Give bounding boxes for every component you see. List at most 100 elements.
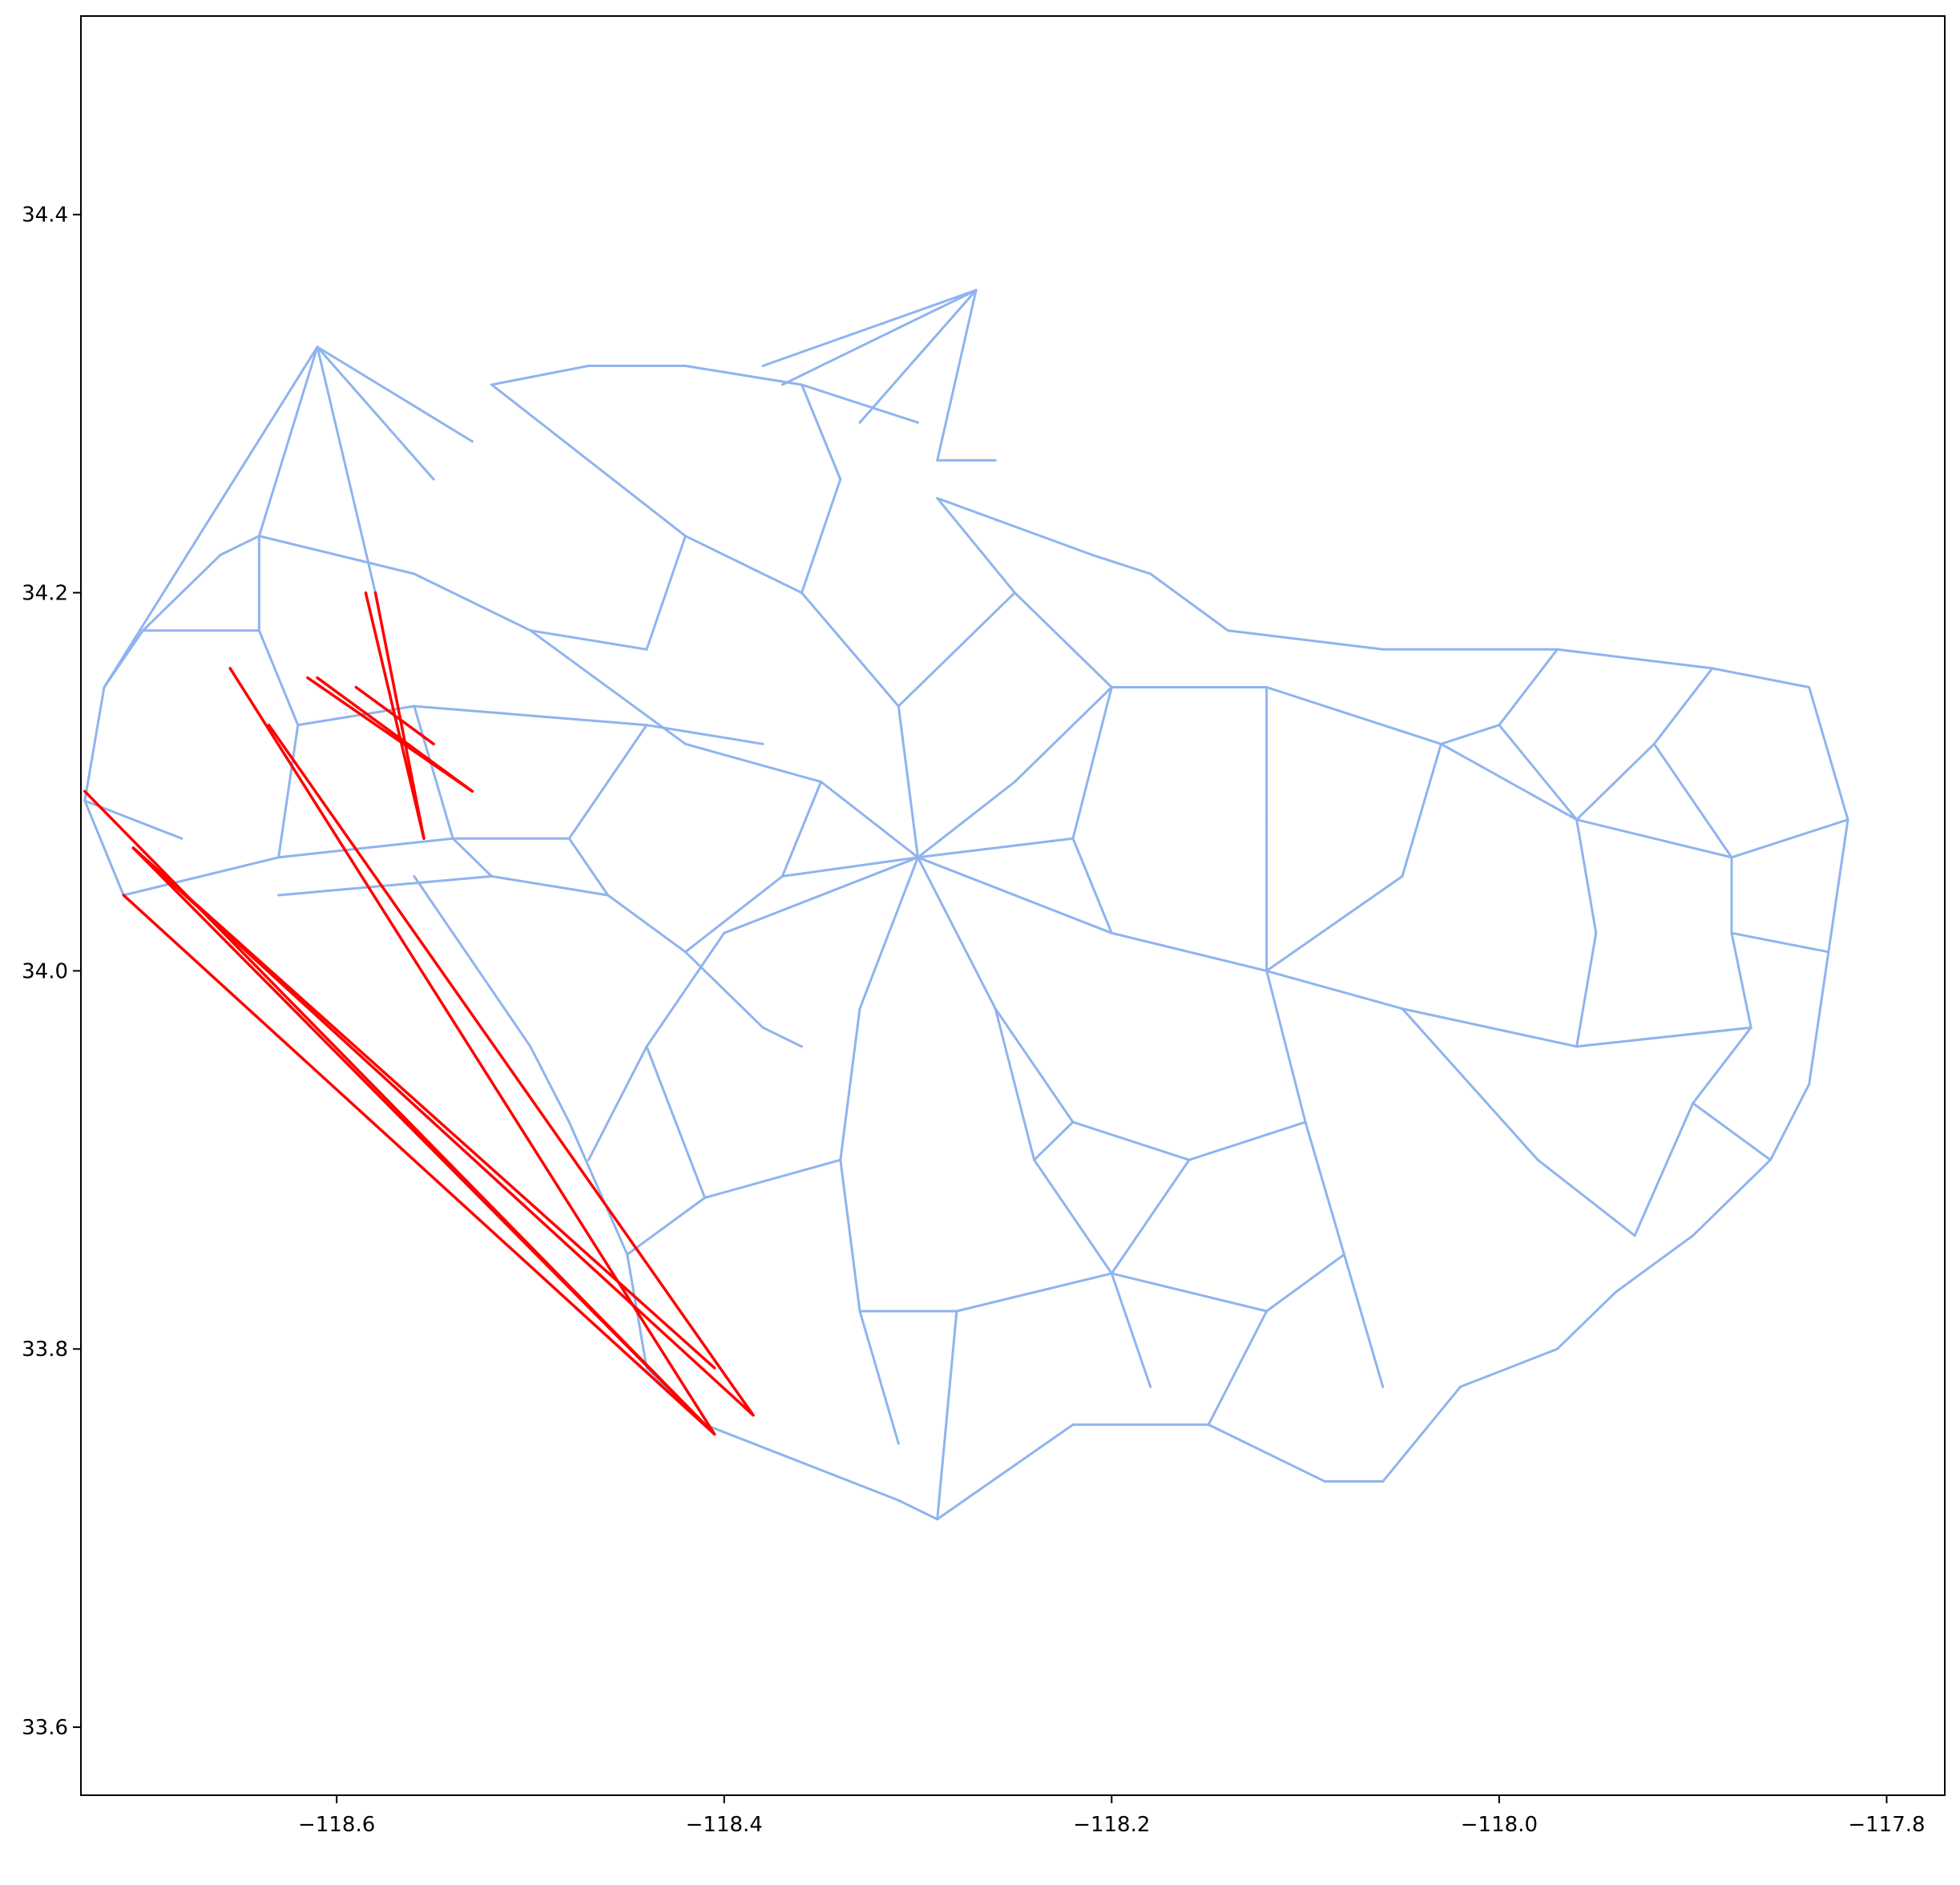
network-edges-segment — [1575, 931, 1598, 1048]
highlighted-edges-segment — [122, 894, 716, 1436]
network-edges-segment — [587, 458, 687, 538]
network-edges-segment — [801, 1461, 900, 1502]
network-edges-segment — [780, 289, 978, 386]
network-edges-segment — [1575, 818, 1733, 859]
network-edges-segment — [858, 289, 978, 424]
network-edges-segment — [1808, 686, 1849, 821]
network-edges-segment — [529, 629, 687, 745]
x-tick-label: −118.6 — [298, 1813, 375, 1837]
network-edges-segment — [820, 781, 919, 859]
network-edges-segment — [1265, 969, 1307, 1124]
network-edges-segment — [936, 1310, 958, 1521]
network-edges-segment — [1207, 1423, 1326, 1483]
network-edges-segment — [801, 478, 842, 595]
network-edges-segment — [1633, 1102, 1695, 1237]
network-edges-segment — [490, 383, 590, 462]
network-edges-segment — [257, 345, 319, 538]
network-edges-segment — [607, 894, 687, 954]
network-edges-segment — [839, 1007, 861, 1161]
network-edges-segment — [413, 572, 532, 632]
network-edges-segment — [1091, 553, 1152, 575]
network-edges-segment — [645, 931, 726, 1048]
network-edges-segment — [994, 1007, 1075, 1124]
network-edges-segment — [1827, 818, 1849, 954]
network-edges-segment — [858, 856, 919, 1011]
network-edges-segment — [122, 856, 280, 897]
network-edges-segment — [645, 1045, 707, 1199]
network-edges-segment — [684, 742, 823, 783]
plot-frame — [80, 15, 1946, 1796]
network-edges-segment — [277, 874, 494, 897]
network-edges-segment — [277, 837, 454, 859]
network-edges-segment — [1071, 1120, 1191, 1161]
network-edges-segment — [1555, 1291, 1617, 1350]
network-edges-segment — [1110, 931, 1268, 972]
highlighted-edges-segment — [354, 685, 435, 746]
network-edges-segment — [1013, 686, 1113, 783]
network-edges-segment — [1013, 591, 1113, 688]
network-edges-segment — [490, 365, 590, 386]
x-tick-label: −118.0 — [1461, 1813, 1538, 1837]
network-edges-segment — [684, 535, 803, 595]
network-edges-segment — [839, 1158, 861, 1313]
network-edges-segment — [761, 289, 978, 367]
network-edges-segment — [413, 704, 454, 840]
network-edges-segment — [936, 497, 1094, 556]
network-edges-segment — [1439, 742, 1579, 821]
network-edges — [83, 289, 1849, 1521]
network-edges-segment — [780, 856, 919, 878]
network-edges-segment — [451, 931, 532, 1048]
network-edges-segment — [1575, 1026, 1752, 1048]
network-edges-segment — [917, 837, 1075, 859]
network-edges-segment — [684, 874, 784, 954]
network-edges-segment — [296, 704, 416, 727]
highlighted-edges-segment — [267, 723, 755, 1417]
network-edges-segment — [936, 289, 978, 462]
network-edges-segment — [1730, 931, 1752, 1029]
network-edges-segment — [1110, 1272, 1268, 1313]
network-edges-segment — [936, 497, 1016, 595]
network-edges-segment — [1265, 969, 1404, 1011]
network-edges-segment — [1808, 951, 1830, 1086]
network-edges-segment — [1614, 1234, 1695, 1294]
x-axis: −118.6 −118.4 −118.2 −118.0 −117.8 — [298, 1795, 1926, 1837]
y-tick-label: 34.2 — [22, 582, 68, 606]
network-edges-segment — [684, 365, 803, 386]
x-tick-label: −117.8 — [1848, 1813, 1925, 1837]
network-edges-segment — [1265, 1253, 1345, 1313]
network-edges-segment — [529, 629, 648, 651]
network-edges-segment — [1730, 818, 1849, 859]
network-edges-segment — [1439, 724, 1501, 745]
network-edges-segment — [587, 1045, 648, 1161]
network-edges-segment — [83, 686, 106, 802]
network-edges-segment — [955, 1272, 1113, 1313]
network-edges-segment — [1498, 724, 1579, 821]
network-edges-segment — [994, 1007, 1036, 1161]
y-tick-label: 33.8 — [22, 1338, 68, 1362]
network-edges-segment — [1652, 667, 1714, 745]
network-edges-segment — [316, 345, 377, 595]
highlighted-edges-segment — [131, 846, 716, 1370]
network-edges-segment — [1110, 1158, 1191, 1275]
network-edges-segment — [801, 383, 842, 481]
network-edges-segment — [1768, 1083, 1811, 1161]
network-edges-segment — [257, 535, 416, 575]
network-edges-segment — [83, 799, 125, 897]
network-edges-segment — [1071, 686, 1113, 840]
network-edges-segment — [626, 1197, 707, 1256]
network-edges-segment — [1730, 931, 1830, 954]
network-edges-segment — [1343, 1253, 1385, 1388]
highlighted-edges-segment — [316, 676, 474, 793]
network-edges-segment — [1207, 1310, 1268, 1427]
network-edges-segment — [936, 1423, 1075, 1521]
network-edges-segment — [704, 1158, 842, 1199]
network-edges-segment — [645, 724, 764, 745]
network-edges-segment — [413, 874, 454, 934]
network-edges-segment — [1692, 1158, 1772, 1237]
highlighted-edges-segment — [131, 846, 716, 1436]
network-edges-segment — [1265, 686, 1442, 745]
network-edges-segment — [917, 856, 1113, 934]
network-edges-segment — [1381, 1385, 1462, 1483]
